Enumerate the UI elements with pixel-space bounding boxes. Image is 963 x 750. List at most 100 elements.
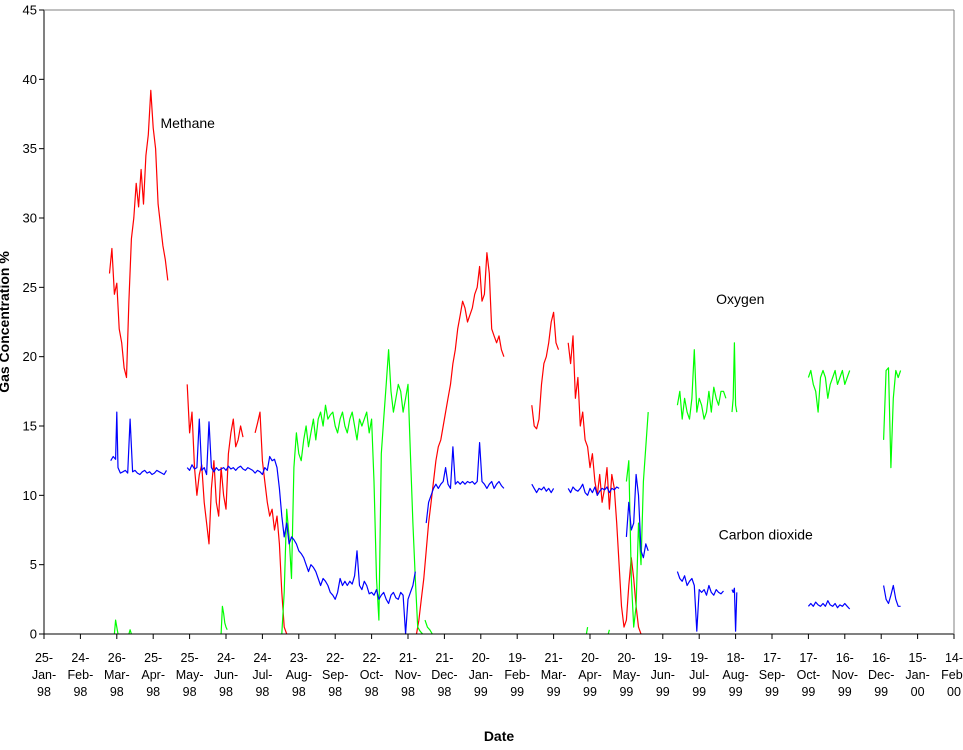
- methane-line-segment: [254, 411, 288, 635]
- x-tick-label: 25- May- 98: [176, 651, 204, 699]
- x-tick-label-line: 24-: [71, 651, 89, 665]
- y-tick-label: 25: [23, 280, 37, 295]
- x-tick-label-line: 17-: [763, 651, 781, 665]
- carbon-dioxide-line-segment: [186, 418, 416, 635]
- x-tick-label-line: Dec-: [868, 668, 894, 682]
- x-tick-label-line: 98: [401, 685, 415, 699]
- x-tick-label-line: 15-: [909, 651, 927, 665]
- x-tick-label-line: 98: [328, 685, 342, 699]
- carbon-dioxide-line-segment: [625, 473, 649, 559]
- x-tick-label-line: 99: [510, 685, 524, 699]
- x-tick-label-line: 19-: [508, 651, 526, 665]
- x-tick-label-line: Apr-: [578, 668, 602, 682]
- x-tick-label-line: Jun-: [214, 668, 238, 682]
- x-tick-label-line: 99: [765, 685, 779, 699]
- x-tick-label-line: Nov-: [832, 668, 858, 682]
- x-tick-label-line: 22-: [326, 651, 344, 665]
- x-tick-label-line: 98: [73, 685, 87, 699]
- y-tick-label: 10: [23, 488, 37, 503]
- carbon-dioxide-line-segment: [110, 411, 168, 476]
- x-tick-label-line: Feb-: [941, 668, 963, 682]
- x-tick-label-line: 26-: [108, 651, 126, 665]
- methane-line-segment: [567, 335, 642, 635]
- x-tick-label: 24- Jul- 98: [252, 651, 272, 699]
- x-tick-label: 21- Nov- 98: [395, 651, 421, 699]
- x-tick-label: 24- Jun- 98: [214, 651, 238, 699]
- x-tick-label-line: 25-: [181, 651, 199, 665]
- carbon-dioxide-series: [110, 411, 901, 635]
- x-tick-label: 25- Apr- 98: [141, 651, 165, 699]
- x-tick-label-line: Feb-: [504, 668, 530, 682]
- x-tick-label-line: Apr-: [141, 668, 165, 682]
- x-tick-label-line: 21-: [435, 651, 453, 665]
- x-tick-label: 24- Feb- 98: [68, 651, 94, 699]
- x-tick-label-line: 99: [874, 685, 888, 699]
- x-tick-label: 20- Apr- 99: [578, 651, 602, 699]
- x-tick-label-line: 99: [583, 685, 597, 699]
- x-tick-label-line: 20-: [617, 651, 635, 665]
- oxygen-line-segment: [731, 342, 738, 413]
- x-tick-label-line: 17-: [799, 651, 817, 665]
- x-tick-label-line: Feb-: [68, 668, 94, 682]
- carbon-dioxide-line-segment: [731, 587, 738, 632]
- x-tick-label: 19- Feb- 99: [504, 651, 530, 699]
- x-tick-label: 15- Jan- 00: [905, 651, 929, 699]
- methane-line-segment: [186, 384, 244, 545]
- oxygen-line-segment: [424, 619, 433, 635]
- x-tick-label-line: Sep-: [322, 668, 348, 682]
- axes-layer: [39, 9, 955, 639]
- y-tick-label: 0: [30, 627, 37, 642]
- x-tick-label-line: 21-: [545, 651, 563, 665]
- x-tick-label-line: 98: [219, 685, 233, 699]
- y-tick-label: 45: [23, 3, 37, 18]
- methane-line-segment: [531, 311, 560, 430]
- x-tick-label-line: Oct-: [360, 668, 384, 682]
- x-tick-label-line: 23-: [290, 651, 308, 665]
- x-tick-label: 17- Oct- 99: [797, 651, 821, 699]
- labels-layer: 0 5 10 15 20 25 30 35 40 45 25- Jan- 98 24- Feb- 98 26- M…: [0, 3, 963, 745]
- x-tick-label-line: 19-: [654, 651, 672, 665]
- oxygen-line-segment: [607, 629, 610, 635]
- oxygen-line-segment: [625, 412, 649, 628]
- x-tick-label: 23- Aug- 98: [286, 651, 312, 699]
- y-tick-label: 30: [23, 211, 37, 226]
- methane-series: [108, 89, 642, 635]
- x-tick-label: 17- Sep- 99: [759, 651, 785, 699]
- x-tick-label: 19- Jul- 99: [689, 651, 709, 699]
- oxygen-line-segment: [883, 367, 902, 469]
- x-tick-label-line: 19-: [690, 651, 708, 665]
- carbon-dioxide-line-segment: [807, 600, 851, 610]
- x-tick-label-line: Jan-: [469, 668, 493, 682]
- x-tick-label: 21- Mar- 99: [541, 651, 567, 699]
- x-tick-label-line: Jul-: [689, 668, 709, 682]
- x-tick-label: 26- Mar- 98: [104, 651, 130, 699]
- x-tick-label-line: 22-: [363, 651, 381, 665]
- x-tick-label: 14- Feb- 00: [941, 651, 963, 699]
- oxygen-line-segment: [676, 349, 727, 420]
- y-tick-label: 35: [23, 141, 37, 156]
- oxygen-line-segment: [585, 626, 589, 635]
- x-tick-label-line: Dec-: [431, 668, 457, 682]
- x-tick-label-line: Mar-: [541, 668, 567, 682]
- x-tick-label-line: Jan-: [905, 668, 929, 682]
- oxygen-line-segment: [113, 619, 119, 635]
- x-tick-label-line: 98: [255, 685, 269, 699]
- x-tick-label-line: May-: [176, 668, 204, 682]
- x-tick-label: 18- Aug- 99: [722, 651, 748, 699]
- x-tick-label-line: Aug-: [286, 668, 312, 682]
- x-tick-label: 22- Oct- 98: [360, 651, 384, 699]
- oxygen-line-segment: [281, 349, 424, 635]
- x-tick-label-line: 99: [692, 685, 706, 699]
- x-tick-label-line: 18-: [727, 651, 745, 665]
- y-tick-label: 20: [23, 349, 37, 364]
- methane-line-segment: [415, 252, 505, 635]
- oxygen-annotation: Oxygen: [716, 291, 764, 307]
- x-tick-label-line: May-: [613, 668, 641, 682]
- carbon-dioxide-line-segment: [531, 483, 555, 494]
- carbon-dioxide-line-segment: [676, 571, 724, 632]
- x-tick-label-line: 98: [292, 685, 306, 699]
- x-tick-label-line: 00: [947, 685, 961, 699]
- x-tick-label: 16- Nov- 99: [832, 651, 858, 699]
- carbon-dioxide-line-segment: [425, 442, 505, 524]
- x-tick-label-line: 99: [729, 685, 743, 699]
